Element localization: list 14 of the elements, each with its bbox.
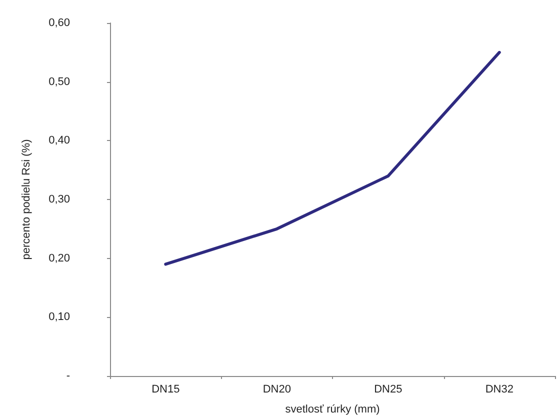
y-tick-label: - — [66, 370, 70, 382]
x-tick-label: DN15 — [152, 384, 180, 396]
x-tick-label: DN20 — [262, 384, 291, 396]
y-tick-label: 0,60 — [48, 17, 70, 29]
y-tick-label: 0,30 — [48, 194, 70, 206]
y-tick-label: 0,10 — [48, 311, 70, 324]
line-series — [164, 50, 501, 266]
y-axis-title: percento podielu Rsi (%) — [20, 139, 32, 260]
x-axis-title: svetlosť rúrky (mm) — [285, 404, 380, 416]
y-tick-label: 0,50 — [48, 76, 70, 88]
y-tick-label: 0,20 — [48, 252, 70, 264]
y-tick-label: 0,40 — [48, 134, 70, 147]
x-tick-label: DN32 — [485, 384, 514, 396]
x-tick-label: DN25 — [374, 384, 402, 396]
